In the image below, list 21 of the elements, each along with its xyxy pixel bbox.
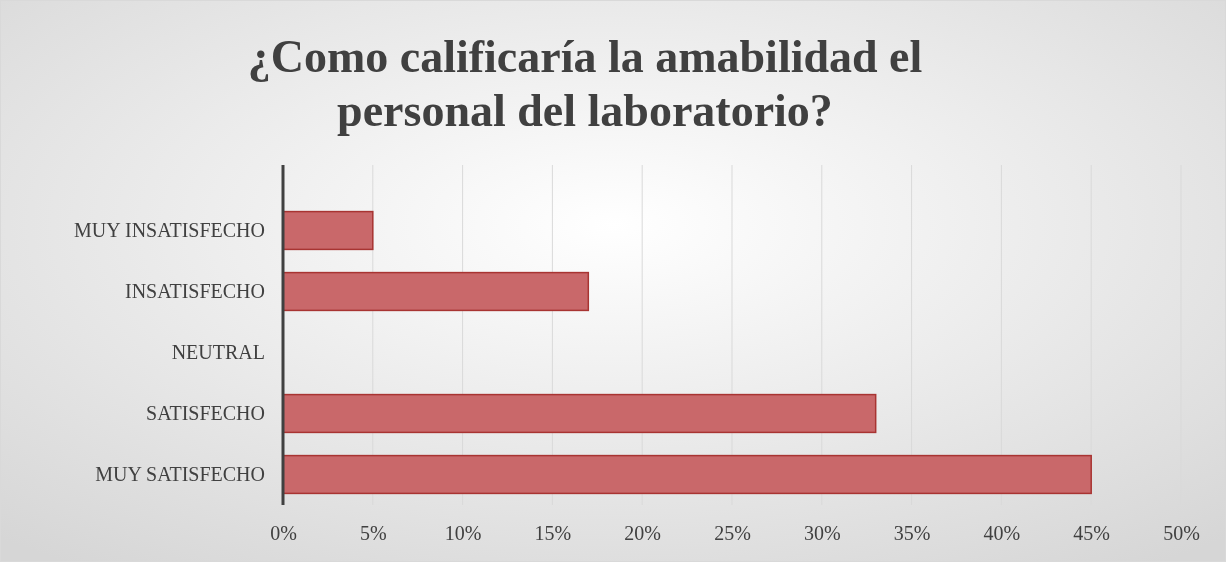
y-tick-label: INSATISFECHO [124,279,265,302]
chart-title: ¿Como calificaría la amabilidad el personal del laboratorio? [247,31,923,136]
x-tick-label: 25% [714,522,751,545]
x-tick-label: 45% [1073,522,1111,545]
bar [282,393,877,434]
y-tick-label: SATISFECHO [146,401,265,424]
x-tick-label: 5% [359,522,387,545]
x-tick-label: 35% [893,522,931,545]
bar [282,210,374,251]
bar [282,454,1092,495]
x-tick-label: 40% [983,522,1021,545]
x-tick-label: 10% [444,522,482,545]
x-tick-label: 50% [1163,522,1200,545]
bar [282,271,590,312]
y-tick-label: MUY SATISFECHO [95,462,265,485]
y-tick-label: MUY INSATISFECHO [74,218,265,241]
x-tick-label: 0% [270,522,297,545]
x-tick-label: 20% [624,522,662,545]
x-tick-label: 15% [534,522,572,545]
y-tick-label: NEUTRAL [171,340,265,363]
x-tick-label: 30% [803,522,841,545]
